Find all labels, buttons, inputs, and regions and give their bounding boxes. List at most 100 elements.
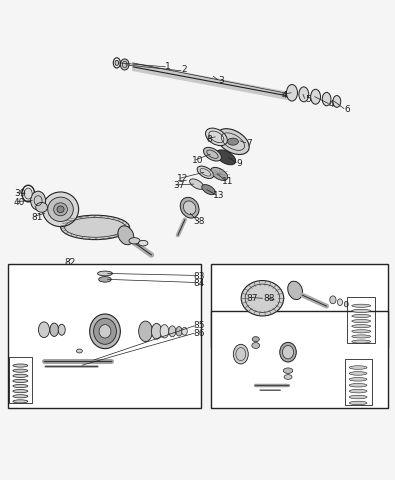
Ellipse shape — [160, 324, 169, 338]
Ellipse shape — [139, 240, 148, 246]
Ellipse shape — [54, 203, 68, 216]
Ellipse shape — [349, 401, 367, 405]
Text: 3: 3 — [218, 76, 224, 85]
Text: 39: 39 — [14, 189, 25, 198]
Ellipse shape — [90, 314, 120, 348]
Ellipse shape — [344, 301, 348, 307]
Ellipse shape — [13, 369, 28, 372]
Ellipse shape — [205, 128, 227, 145]
Ellipse shape — [337, 299, 342, 306]
Text: 85: 85 — [194, 321, 205, 330]
Ellipse shape — [197, 166, 214, 179]
Ellipse shape — [352, 335, 371, 338]
Text: 88: 88 — [263, 294, 275, 303]
Ellipse shape — [349, 366, 367, 369]
Ellipse shape — [211, 168, 228, 180]
Ellipse shape — [118, 226, 134, 245]
Ellipse shape — [282, 346, 293, 359]
Ellipse shape — [233, 344, 248, 364]
Ellipse shape — [183, 201, 196, 215]
Ellipse shape — [61, 215, 130, 240]
Bar — [347, 297, 375, 343]
Ellipse shape — [176, 326, 182, 336]
Ellipse shape — [129, 238, 140, 244]
Ellipse shape — [333, 96, 341, 108]
Ellipse shape — [120, 59, 129, 70]
Text: 82: 82 — [64, 258, 75, 267]
Text: 86: 86 — [194, 329, 205, 338]
Text: 10: 10 — [192, 156, 203, 165]
Bar — [345, 359, 372, 405]
Ellipse shape — [151, 324, 162, 339]
Text: 40: 40 — [14, 198, 25, 207]
Ellipse shape — [286, 84, 297, 101]
Text: 7: 7 — [246, 139, 252, 148]
Bar — [211, 311, 388, 408]
Ellipse shape — [352, 314, 371, 318]
Ellipse shape — [352, 320, 371, 323]
Ellipse shape — [48, 197, 73, 221]
Ellipse shape — [36, 203, 47, 212]
Ellipse shape — [115, 60, 118, 65]
Text: 37: 37 — [173, 181, 184, 190]
Ellipse shape — [24, 188, 32, 199]
Text: 38: 38 — [194, 216, 205, 226]
Ellipse shape — [352, 330, 371, 333]
Ellipse shape — [252, 343, 260, 348]
Ellipse shape — [280, 342, 296, 362]
Text: 83: 83 — [194, 272, 205, 281]
Ellipse shape — [13, 390, 28, 393]
Ellipse shape — [352, 324, 371, 328]
Ellipse shape — [352, 309, 371, 312]
Ellipse shape — [349, 389, 367, 393]
Bar — [211, 264, 388, 347]
Ellipse shape — [182, 327, 187, 335]
Ellipse shape — [13, 395, 28, 398]
Text: 12: 12 — [177, 175, 188, 183]
Text: 4: 4 — [281, 91, 287, 100]
Ellipse shape — [99, 324, 111, 338]
Ellipse shape — [13, 400, 28, 403]
Text: 9: 9 — [236, 159, 242, 168]
Ellipse shape — [216, 150, 236, 165]
Ellipse shape — [330, 296, 336, 304]
Ellipse shape — [228, 138, 239, 145]
Ellipse shape — [13, 364, 28, 367]
Ellipse shape — [180, 197, 199, 218]
Ellipse shape — [349, 384, 367, 387]
Ellipse shape — [283, 368, 293, 373]
Text: 4: 4 — [329, 100, 334, 108]
Ellipse shape — [50, 323, 58, 336]
Ellipse shape — [58, 324, 65, 335]
Ellipse shape — [202, 184, 215, 195]
Text: 6: 6 — [344, 105, 350, 114]
Ellipse shape — [38, 322, 49, 337]
Ellipse shape — [349, 378, 367, 381]
Ellipse shape — [190, 179, 204, 189]
Ellipse shape — [217, 129, 249, 155]
Text: 5: 5 — [305, 95, 310, 104]
Ellipse shape — [13, 384, 28, 388]
Ellipse shape — [139, 321, 152, 342]
Ellipse shape — [13, 374, 28, 377]
Ellipse shape — [99, 276, 111, 282]
Ellipse shape — [94, 318, 117, 344]
Text: 87: 87 — [247, 294, 258, 303]
Ellipse shape — [169, 326, 176, 337]
Bar — [9, 357, 32, 403]
Ellipse shape — [241, 280, 284, 316]
Ellipse shape — [13, 379, 28, 383]
Ellipse shape — [57, 206, 64, 213]
Text: 11: 11 — [222, 177, 234, 186]
Ellipse shape — [322, 92, 331, 106]
Ellipse shape — [349, 395, 367, 399]
Ellipse shape — [42, 192, 79, 227]
Text: 81: 81 — [31, 213, 43, 222]
Ellipse shape — [252, 336, 259, 342]
Ellipse shape — [352, 340, 371, 343]
Ellipse shape — [77, 349, 83, 353]
Ellipse shape — [284, 374, 292, 379]
Ellipse shape — [310, 89, 320, 104]
Text: 84: 84 — [194, 279, 205, 288]
Ellipse shape — [98, 271, 113, 276]
